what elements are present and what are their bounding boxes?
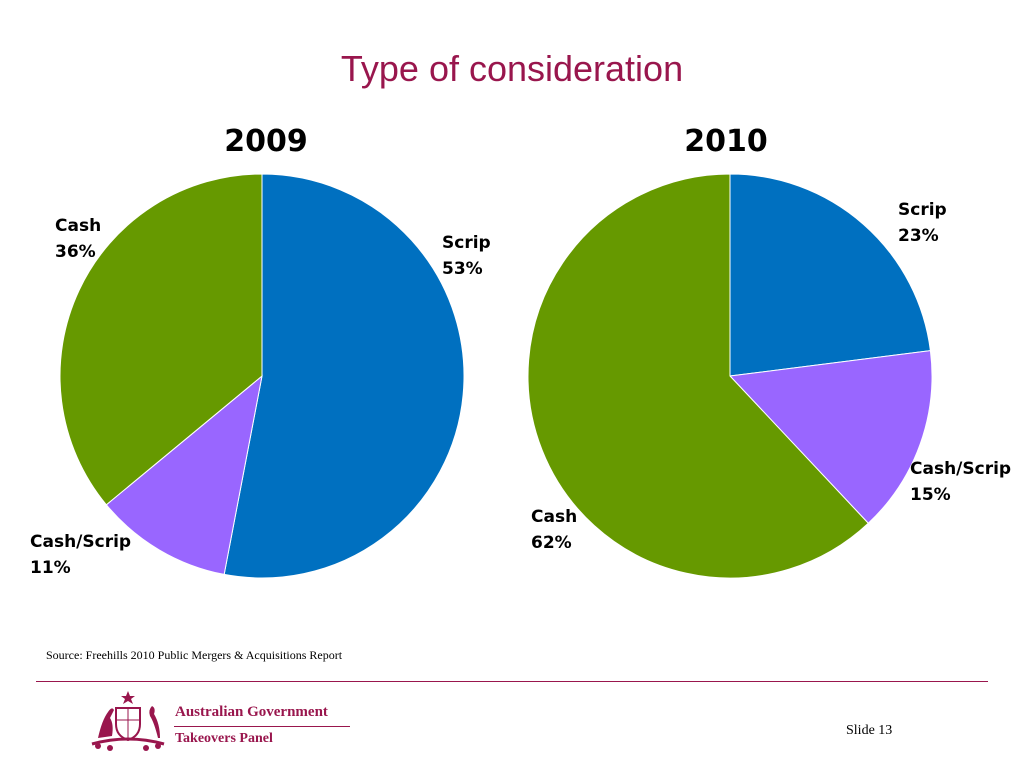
pie-2009-label-cash-scrip-name: Cash/Scrip xyxy=(30,532,132,552)
pie-2009-slice-scrip xyxy=(223,173,465,579)
org-name-line2: Takeovers Panel xyxy=(175,731,273,746)
pie-2010-slice-cash xyxy=(527,173,869,579)
pie-2009-label-cash-name: Cash xyxy=(55,216,102,236)
pie-2009-slice-cash xyxy=(59,173,263,506)
coat-of-arms-icon xyxy=(91,691,165,751)
pie-2010-label-cash-scrip-value: 15% xyxy=(910,485,951,505)
pie-2009-label-cash-scrip-value: 11% xyxy=(30,558,71,578)
pie-2010-slice-scrip xyxy=(729,173,931,377)
pie-2009-label-cash: Cash 36% xyxy=(55,213,101,265)
slide-number: Slide 13 xyxy=(846,723,893,738)
pie-2009-label-scrip-name: Scrip xyxy=(442,233,491,253)
pie-2009-title: 2009 xyxy=(224,124,308,159)
pie-2010-label-scrip-value: 23% xyxy=(898,226,939,246)
pie-2010-label-scrip: Scrip 23% xyxy=(898,197,947,249)
pie-2010-slice-cash-scrip xyxy=(728,350,933,524)
pie-2009-label-scrip: Scrip 53% xyxy=(442,230,491,282)
source-note: Source: Freehills 2010 Public Mergers & … xyxy=(46,648,343,662)
footer-divider xyxy=(36,681,988,682)
pie-2010-label-cash-scrip: Cash/Scrip 15% xyxy=(910,456,1011,508)
pie-2010-title: 2010 xyxy=(684,124,768,159)
pie-2010-label-cash: Cash 62% xyxy=(531,504,577,556)
org-divider xyxy=(174,726,350,727)
org-name-line1: Australian Government xyxy=(175,704,328,720)
pie-2010-label-cash-scrip-name: Cash/Scrip xyxy=(910,459,1012,479)
pie-2009-label-scrip-value: 53% xyxy=(442,259,483,279)
pie-2009-label-cash-value: 36% xyxy=(55,242,96,262)
pie-2010-label-scrip-name: Scrip xyxy=(898,200,947,220)
pie-2009-slice-cash-scrip xyxy=(105,374,263,576)
pie-2010-label-cash-value: 62% xyxy=(531,533,572,553)
pie-2009-label-cash-scrip: Cash/Scrip 11% xyxy=(30,529,131,581)
pie-2010-label-cash-name: Cash xyxy=(531,507,578,527)
slide-title: Type of consideration xyxy=(340,48,684,89)
